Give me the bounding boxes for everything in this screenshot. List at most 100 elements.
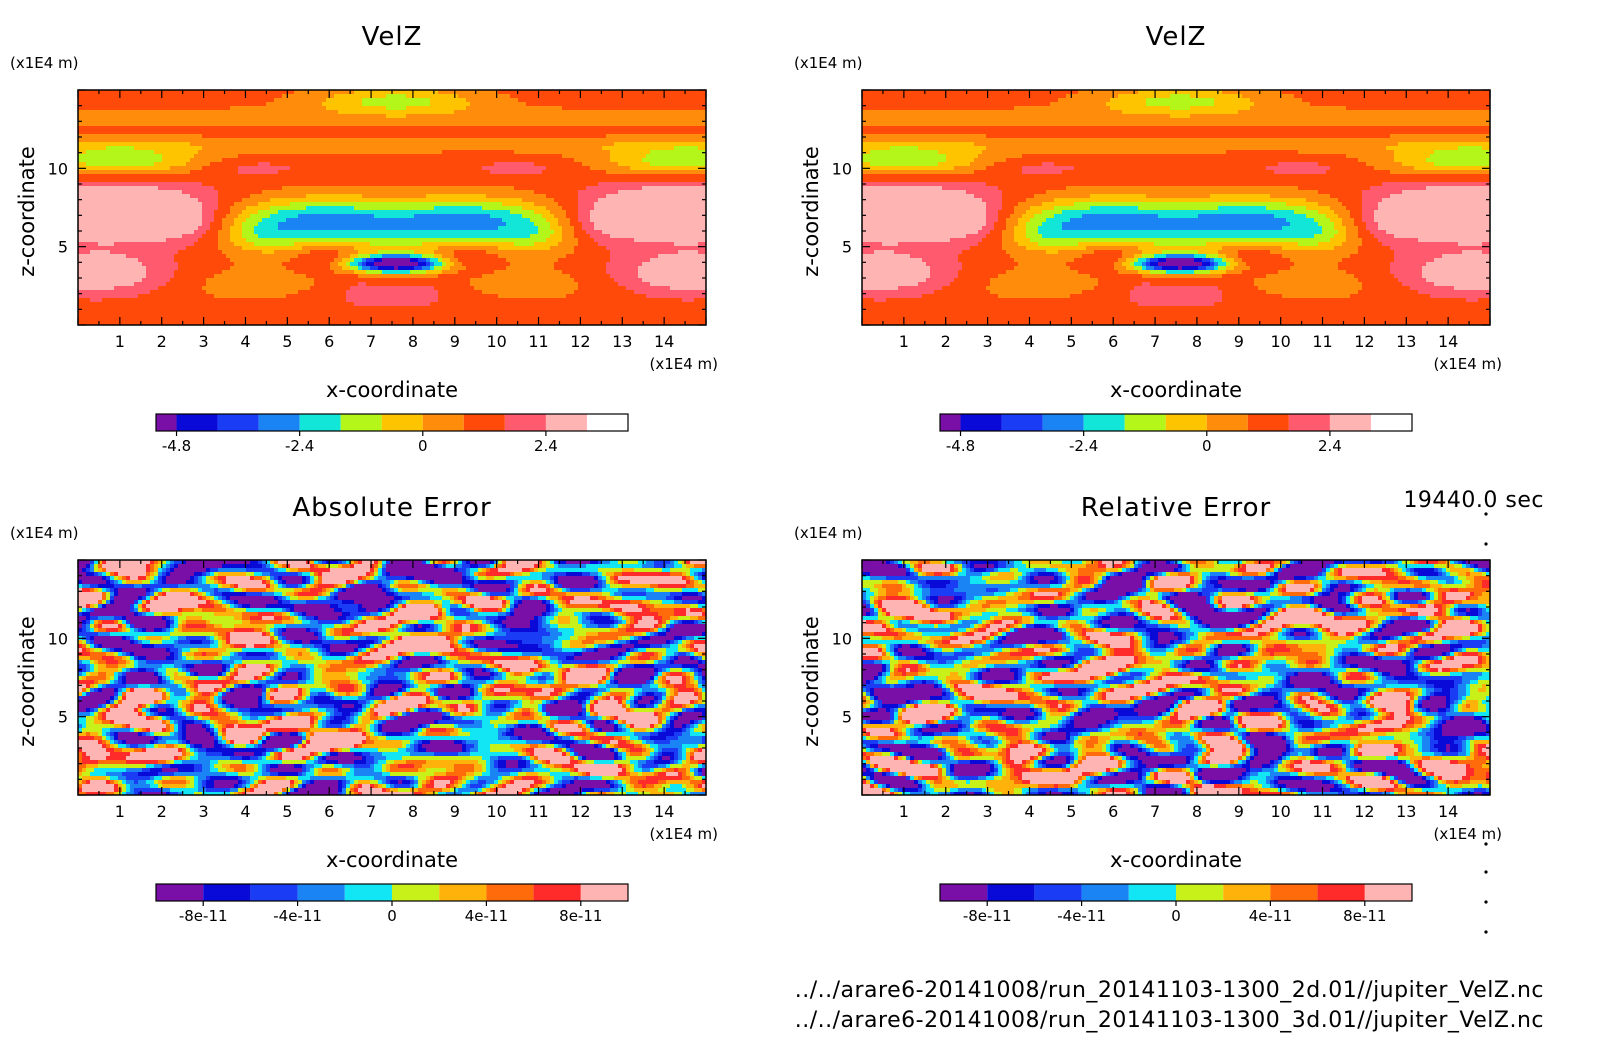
- heatmap-cell: [270, 732, 275, 737]
- heatmap-cell: [638, 266, 707, 271]
- heatmap-cell: [274, 676, 279, 681]
- heatmap-cell: [170, 680, 175, 685]
- heatmap-cell: [686, 760, 691, 765]
- heatmap-cell: [450, 680, 459, 685]
- heatmap-cell: [78, 110, 339, 115]
- heatmap-cell: [1226, 270, 1243, 275]
- heatmap-cell: [514, 716, 535, 721]
- heatmap-cell: [78, 206, 203, 211]
- heatmap-cell: [594, 644, 599, 649]
- heatmap-cell: [610, 644, 623, 649]
- heatmap-cell: [94, 664, 99, 669]
- heatmap-cell: [146, 728, 151, 733]
- heatmap-cell: [366, 576, 371, 581]
- heatmap-cell: [498, 760, 507, 765]
- heatmap-cell: [366, 572, 371, 577]
- heatmap-cell: [542, 612, 547, 617]
- heatmap-cell: [398, 656, 403, 661]
- heatmap-cell: [158, 676, 163, 681]
- heatmap-cell: [262, 564, 267, 569]
- heatmap-cell: [434, 696, 439, 701]
- heatmap-cell: [578, 202, 595, 207]
- heatmap-cell: [558, 612, 575, 617]
- heatmap-cell: [450, 696, 459, 701]
- heatmap-cell: [1074, 166, 1267, 171]
- heatmap-cell: [206, 290, 299, 295]
- heatmap-cell: [190, 744, 195, 749]
- heatmap-cell: [678, 716, 703, 721]
- heatmap-cell: [590, 210, 707, 215]
- heatmap-cell: [318, 752, 323, 757]
- heatmap-cell: [182, 736, 187, 741]
- heatmap-cell: [522, 592, 531, 597]
- heatmap-cell: [326, 756, 363, 761]
- heatmap-cell: [614, 680, 619, 685]
- heatmap-cell: [522, 752, 527, 757]
- heatmap-cell: [122, 692, 127, 697]
- heatmap-cell: [114, 600, 135, 605]
- heatmap-cell: [198, 756, 231, 761]
- heatmap-cell: [554, 588, 559, 593]
- heatmap-cell: [174, 708, 179, 713]
- heatmap-cell: [558, 696, 563, 701]
- heatmap-cell: [210, 704, 215, 709]
- heatmap-cell: [362, 98, 431, 103]
- heatmap-cell: [278, 716, 283, 721]
- heatmap-cell: [350, 266, 359, 271]
- heatmap-cell: [222, 700, 227, 705]
- heatmap-cell: [518, 580, 523, 585]
- heatmap-cell: [482, 620, 487, 625]
- heatmap-cell: [354, 652, 359, 657]
- heatmap-cell: [370, 648, 375, 653]
- heatmap-cell: [78, 676, 83, 681]
- heatmap-cell: [598, 584, 603, 589]
- heatmap-cell: [454, 620, 467, 625]
- heatmap-cell: [398, 266, 415, 271]
- heatmap-cell: [450, 636, 455, 641]
- heatmap-cell: [546, 732, 551, 737]
- heatmap-cell: [446, 262, 455, 267]
- heatmap-cell: [114, 676, 119, 681]
- heatmap-cell: [698, 744, 707, 749]
- heatmap-cell: [450, 676, 455, 681]
- heatmap-cell: [222, 672, 227, 677]
- heatmap-cell: [646, 704, 655, 709]
- heatmap-cell: [590, 596, 599, 601]
- heatmap-cell: [82, 672, 87, 677]
- heatmap-cell: [1058, 250, 1095, 255]
- heatmap-cell: [78, 318, 707, 323]
- heatmap-cell: [682, 724, 687, 729]
- heatmap-cell: [354, 760, 367, 765]
- heatmap-cell: [402, 688, 407, 693]
- heatmap-cell: [322, 560, 327, 565]
- heatmap-cell: [94, 644, 99, 649]
- heatmap-cell: [562, 668, 567, 673]
- heatmap-cell: [314, 700, 359, 705]
- heatmap-cell: [206, 700, 211, 705]
- heatmap-cell: [82, 660, 91, 665]
- heatmap-cell: [1066, 262, 1115, 267]
- heatmap-cell: [390, 624, 395, 629]
- heatmap-cell: [214, 744, 223, 749]
- heatmap-cell: [354, 270, 367, 275]
- heatmap-cell: [454, 250, 487, 255]
- heatmap-cell: [542, 624, 551, 629]
- heatmap-cell: [186, 668, 191, 673]
- heatmap-cell: [106, 576, 111, 581]
- heatmap-cell: [654, 740, 671, 745]
- heatmap-cell: [542, 560, 547, 565]
- heatmap-cell: [306, 696, 311, 701]
- heatmap-cell: [418, 262, 427, 267]
- heatmap-cell: [462, 744, 467, 749]
- heatmap-cell: [178, 250, 223, 255]
- heatmap-cell: [862, 222, 987, 227]
- heatmap-cell: [358, 652, 363, 657]
- heatmap-cell: [374, 644, 379, 649]
- heatmap-cell: [118, 688, 123, 693]
- heatmap-cell: [1294, 94, 1491, 99]
- heatmap-cell: [546, 600, 551, 605]
- heatmap-cell: [374, 756, 387, 761]
- heatmap-cell: [186, 620, 207, 625]
- heatmap-cell: [1134, 258, 1139, 263]
- heatmap-cell: [282, 652, 287, 657]
